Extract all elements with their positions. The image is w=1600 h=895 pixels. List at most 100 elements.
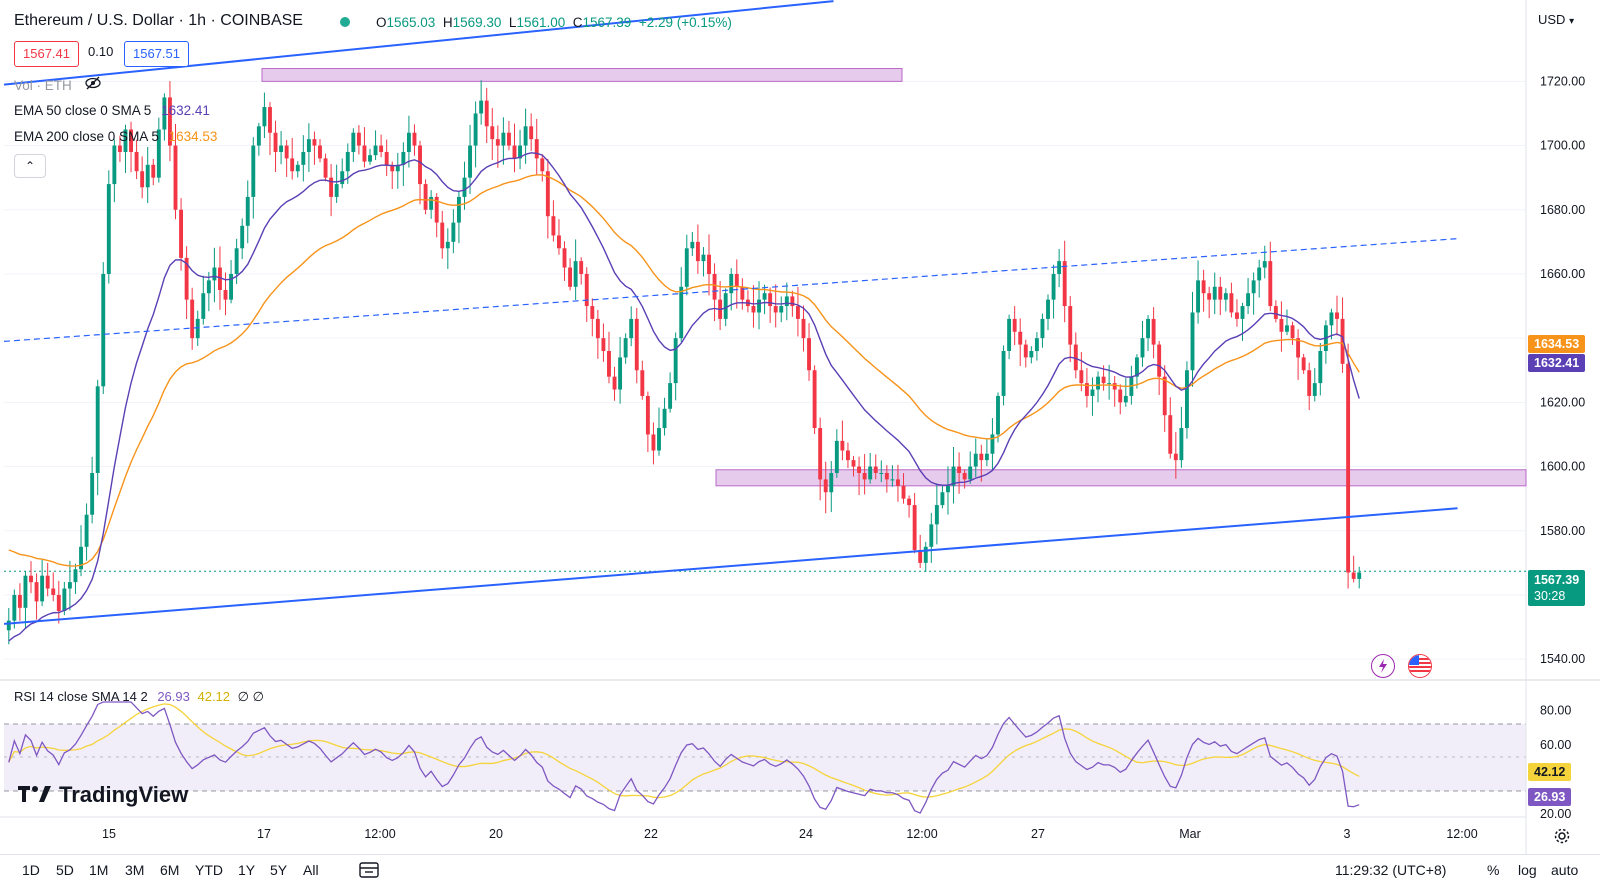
- symbol-title[interactable]: Ethereum / U.S. Dollar · 1h · COINBASE: [14, 12, 303, 29]
- candle-body: [707, 254, 711, 274]
- last-price-tag: 1567.39 30:28: [1528, 570, 1586, 606]
- date-range-picker-icon[interactable]: [358, 860, 380, 885]
- candle-body: [445, 241, 450, 249]
- range-button-1d[interactable]: 1D: [22, 862, 40, 878]
- rsi-extra: ∅ ∅: [237, 689, 264, 704]
- candle-body: [45, 575, 50, 589]
- range-button-3m[interactable]: 3M: [125, 862, 145, 878]
- rsi-tick-label: 20.00: [1540, 807, 1571, 821]
- collapse-legend-button[interactable]: ⌃: [14, 154, 46, 178]
- candle-body: [129, 129, 133, 152]
- candle-body: [812, 370, 817, 429]
- rsi-sma-tag: 42.12: [1528, 763, 1572, 781]
- range-button-5y[interactable]: 5Y: [270, 862, 288, 878]
- candle-body: [545, 171, 550, 217]
- buy-price-button[interactable]: 1567.51: [124, 41, 189, 67]
- percent-scale-toggle[interactable]: %: [1487, 862, 1500, 878]
- volume-legend[interactable]: Vol · ETH: [14, 76, 102, 93]
- candle-body: [90, 472, 95, 515]
- price-tick-label: 1700.00: [1540, 139, 1585, 153]
- candle-body: [1140, 338, 1145, 358]
- currency-selector[interactable]: USD ▾: [1538, 12, 1574, 27]
- candle-body: [590, 306, 595, 319]
- spread-value: 0.10: [88, 44, 114, 59]
- candle-body: [473, 113, 478, 146]
- candle-body: [312, 139, 317, 146]
- candle-body: [1007, 318, 1012, 351]
- candle-body: [184, 257, 189, 300]
- rsi-axis[interactable]: 80.00 60.00 20.00: [1540, 704, 1571, 821]
- candle-body: [1212, 286, 1217, 300]
- candle-body: [56, 594, 61, 612]
- time-axis[interactable]: 15 17 12:00 20 22 24 12:00 27 Mar 3 12:00: [102, 827, 1478, 841]
- ema50-legend[interactable]: EMA 50 close 0 SMA 5 1632.41: [14, 103, 210, 118]
- candle-body: [1068, 306, 1073, 345]
- candle-body: [1223, 293, 1228, 300]
- clock-timezone[interactable]: 11:29:32 (UTC+8): [1335, 862, 1447, 878]
- settings-gear-icon[interactable]: [1553, 827, 1571, 850]
- market-status-dot[interactable]: [340, 17, 350, 27]
- candle-body: [429, 196, 434, 210]
- rsi-sma-value: 42.12: [197, 689, 231, 704]
- candle-body: [79, 546, 83, 570]
- candle-body: [1335, 312, 1339, 319]
- candle-body: [834, 440, 839, 473]
- rsi-label: RSI 14 close SMA 14 2: [14, 689, 148, 704]
- range-button-1m[interactable]: 1M: [89, 862, 109, 878]
- candle-body: [823, 479, 828, 493]
- candle-body: [962, 472, 967, 480]
- candle-body: [379, 145, 384, 152]
- range-button-all[interactable]: All: [303, 862, 319, 878]
- us-flag-event-icon[interactable]: [1408, 654, 1432, 678]
- ema200-legend[interactable]: EMA 200 close 0 SMA 5 1634.53: [14, 129, 217, 144]
- lightning-event-icon[interactable]: [1371, 654, 1395, 678]
- ema50-value: 1632.41: [161, 103, 210, 118]
- trendlines: [3, 0, 1458, 625]
- candle-body: [190, 299, 195, 339]
- candle-body: [1279, 318, 1284, 332]
- candle-body: [790, 296, 795, 307]
- resistance-zone[interactable]: [261, 68, 903, 82]
- ema50-line[interactable]: [8, 152, 1360, 642]
- candle-body: [262, 107, 267, 127]
- candle-body: [501, 132, 506, 146]
- eye-crossed-icon[interactable]: [84, 76, 102, 93]
- sell-price-button[interactable]: 1567.41: [14, 41, 79, 67]
- candle-body: [612, 376, 617, 390]
- candle-body: [934, 505, 939, 525]
- ema200-label: EMA 200 close 0 SMA 5: [14, 129, 159, 144]
- candle-body: [951, 466, 956, 486]
- auto-scale-toggle[interactable]: auto: [1551, 862, 1579, 878]
- candle-body: [362, 145, 367, 162]
- candle-body: [723, 293, 728, 319]
- candle-body: [406, 132, 411, 152]
- time-tick-label: 3: [1344, 827, 1351, 841]
- candle-body: [918, 550, 923, 563]
- candle-body: [829, 472, 834, 493]
- rsi-sma-line: [8, 703, 1360, 799]
- candle-body: [712, 273, 717, 300]
- candle-body: [1034, 338, 1039, 351]
- candle-body: [167, 97, 172, 146]
- candle-body: [1162, 376, 1167, 416]
- candles: [6, 80, 1362, 645]
- ema200-line[interactable]: [8, 174, 1360, 567]
- rsi-legend[interactable]: RSI 14 close SMA 14 2 26.93 42.12 ∅ ∅: [14, 689, 264, 705]
- range-button-6m[interactable]: 6M: [160, 862, 180, 878]
- support-zone[interactable]: [715, 469, 1527, 487]
- range-button-1y[interactable]: 1Y: [238, 862, 256, 878]
- candle-body: [1268, 261, 1273, 307]
- candle-body: [629, 318, 634, 339]
- candle-body: [62, 588, 67, 612]
- candle-body: [512, 145, 517, 159]
- candle-body: [568, 267, 573, 287]
- range-button-ytd[interactable]: YTD: [195, 862, 223, 878]
- candle-body: [395, 164, 400, 172]
- candle-body: [462, 177, 467, 197]
- range-button-5d[interactable]: 5D: [56, 862, 74, 878]
- candle-body: [1351, 572, 1356, 579]
- candle-body: [762, 293, 767, 300]
- candle-body: [67, 582, 72, 589]
- log-scale-toggle[interactable]: log: [1518, 862, 1537, 878]
